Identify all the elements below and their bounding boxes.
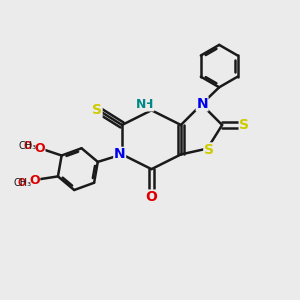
Text: O: O xyxy=(29,174,40,187)
Text: S: S xyxy=(239,118,249,132)
Text: CH₃: CH₃ xyxy=(18,141,37,151)
Text: S: S xyxy=(92,103,102,117)
Text: O: O xyxy=(23,141,31,151)
Text: S: S xyxy=(204,143,214,157)
Text: N: N xyxy=(114,147,125,161)
Text: O: O xyxy=(146,190,158,204)
Text: H: H xyxy=(143,98,154,111)
Text: O: O xyxy=(34,142,45,155)
Text: O: O xyxy=(18,178,26,188)
Text: N: N xyxy=(196,97,208,111)
Text: N: N xyxy=(136,98,146,111)
Text: CH₃: CH₃ xyxy=(13,178,31,188)
